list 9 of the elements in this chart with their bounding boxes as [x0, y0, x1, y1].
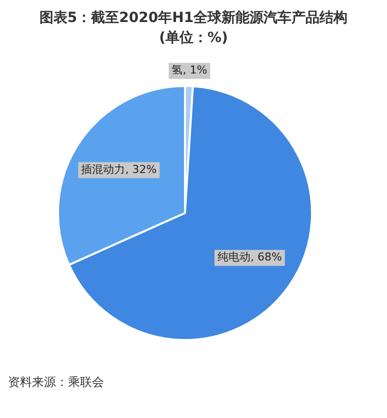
- data-label: , 1%: [182, 64, 208, 77]
- slice-label: 氢: [172, 64, 183, 77]
- data-label: , 32%: [125, 163, 157, 176]
- text: 资料来源：乘联会: [8, 374, 104, 391]
- slice-label: 纯电动: [217, 250, 250, 264]
- chart-title: 图表5：截至2020年H1全球新能源汽车产品结构: [38, 8, 349, 28]
- slice-label: 插混动力: [81, 163, 126, 176]
- data-label: , 68%: [250, 250, 282, 264]
- chart-subtitle: (单位：%): [158, 29, 229, 48]
